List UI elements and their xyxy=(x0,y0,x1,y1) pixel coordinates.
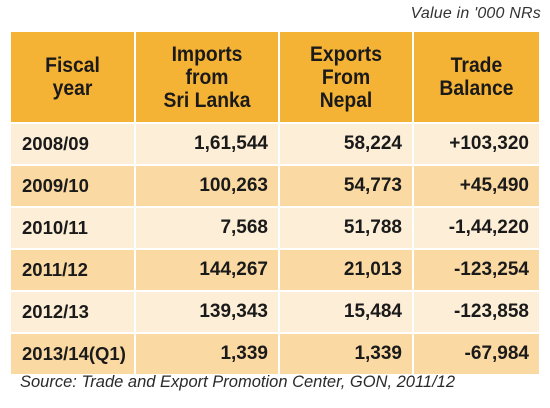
table-row: 2011/12 144,267 21,013 -123,254 xyxy=(11,248,539,291)
table-row: 2010/11 7,568 51,788 -1,44,220 xyxy=(11,206,539,249)
table-row: 2012/13 139,343 15,484 -123,858 xyxy=(11,290,539,333)
trade-balance-cell: -123,858 xyxy=(413,290,539,333)
table-row: 2013/14(Q1) 1,339 1,339 -67,984 xyxy=(11,332,539,374)
fiscal-year-cell: 2012/13 xyxy=(11,290,136,333)
trade-balance-cell: -123,254 xyxy=(413,248,539,291)
source-note: Source: Trade and Export Promotion Cente… xyxy=(20,373,456,391)
table-row: 2008/09 1,61,544 58,224 +103,320 xyxy=(11,122,539,165)
fiscal-year-cell: 2011/12 xyxy=(11,248,136,291)
fiscal-year-cell: 2009/10 xyxy=(11,164,136,207)
fiscal-year-cell: 2013/14(Q1) xyxy=(11,332,136,374)
exports-cell: 15,484 xyxy=(279,290,414,333)
exports-cell: 58,224 xyxy=(279,122,414,165)
trade-balance-cell: -1,44,220 xyxy=(413,206,539,249)
imports-cell: 100,263 xyxy=(135,164,280,207)
table-header: Fiscal year Imports from Sri Lanka Exports F… xyxy=(11,32,539,123)
trade-balance-cell: +103,320 xyxy=(413,122,539,165)
exports-cell: 21,013 xyxy=(279,248,414,291)
table-body: 2008/09 1,61,544 58,224 +103,320 2009/10 100,… xyxy=(11,122,539,374)
header-exports: Exports From Nepal xyxy=(284,32,409,123)
imports-cell: 1,339 xyxy=(135,332,280,374)
exports-cell: 54,773 xyxy=(279,164,414,207)
imports-cell: 1,61,544 xyxy=(135,122,280,165)
exports-cell: 1,339 xyxy=(279,332,414,374)
trade-table: Fiscal year Imports from Sri Lanka Exports F… xyxy=(11,32,539,374)
header-trade-balance: Trade Balance xyxy=(439,54,514,100)
fiscal-year-cell: 2008/09 xyxy=(11,122,136,165)
fiscal-year-cell: 2010/11 xyxy=(11,206,136,249)
header-imports: Imports from Sri Lanka xyxy=(140,32,275,123)
exports-cell: 51,788 xyxy=(279,206,414,249)
imports-cell: 139,343 xyxy=(135,290,280,333)
imports-cell: 7,568 xyxy=(135,206,280,249)
trade-balance-cell: -67,984 xyxy=(413,332,539,374)
imports-cell: 144,267 xyxy=(135,248,280,291)
unit-note: Value in '000 NRs xyxy=(410,5,541,22)
trade-balance-cell: +45,490 xyxy=(413,164,539,207)
header-fiscal-year: Fiscal year xyxy=(15,32,131,123)
header-row: Fiscal year Imports from Sri Lanka Exports F… xyxy=(11,32,539,123)
table-row: 2009/10 100,263 54,773 +45,490 xyxy=(11,164,539,207)
